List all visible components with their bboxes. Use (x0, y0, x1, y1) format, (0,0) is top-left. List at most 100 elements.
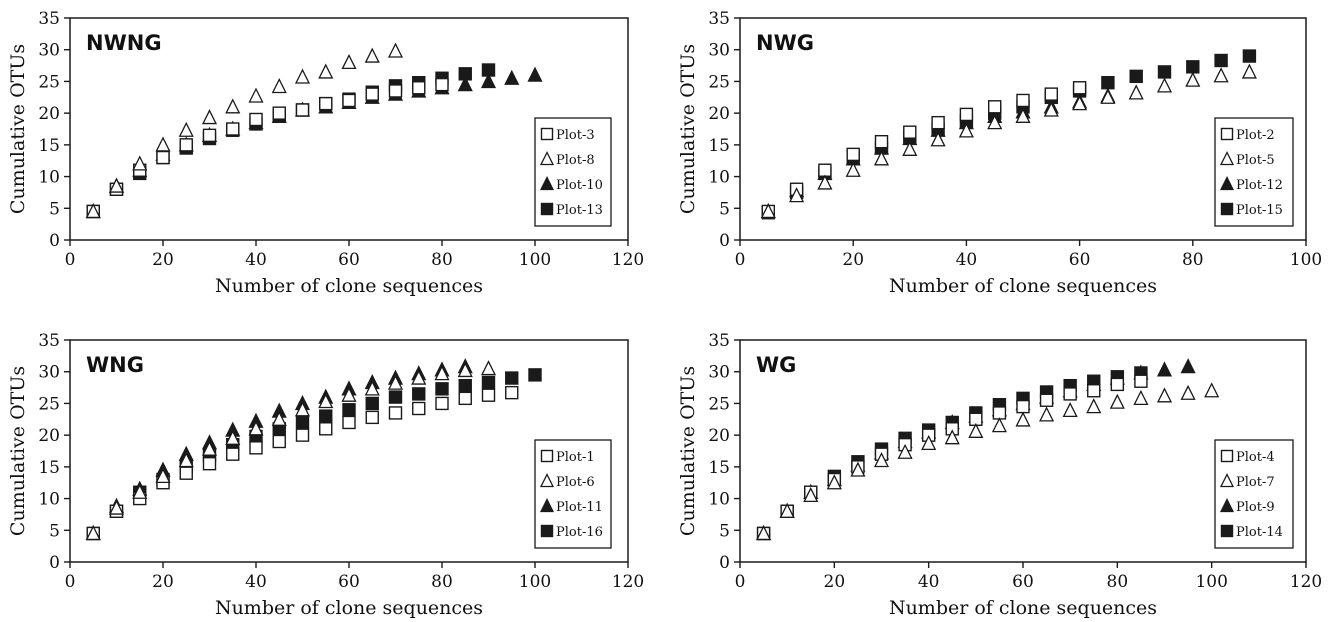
data-point (225, 98, 241, 114)
data-point (387, 374, 404, 390)
data-point (504, 69, 520, 85)
data-point (1016, 399, 1030, 414)
legend-marker (1219, 473, 1235, 488)
data-point (1128, 84, 1144, 100)
data-point (846, 147, 860, 162)
data-point (364, 380, 380, 396)
data-point (249, 441, 263, 455)
data-point (156, 150, 170, 165)
data-point (1043, 101, 1059, 117)
data-point (319, 96, 333, 111)
legend-marker (539, 176, 555, 191)
data-point (897, 443, 913, 459)
y-tick-label: 15 (708, 136, 730, 156)
data-point (1156, 77, 1173, 93)
data-point (457, 76, 473, 92)
legend: Plot-1 Plot-6 Plot-11 Plot-16 (534, 439, 612, 549)
data-point (412, 387, 426, 401)
y-axis-title: Cumulative OTUs (677, 366, 699, 536)
legend: Plot-2 Plot-5 Plot-12 Plot-15 (1214, 117, 1294, 227)
series-plot-12 (760, 87, 1116, 219)
data-point (341, 386, 357, 402)
data-point (178, 452, 194, 468)
data-point (226, 122, 240, 136)
data-point (435, 77, 449, 92)
data-point (1110, 377, 1125, 392)
x-axis-title: Number of clone sequences (889, 275, 1157, 297)
x-tick-label: 120 (1290, 572, 1322, 592)
y-tick-label: 35 (38, 9, 60, 29)
data-point (1086, 398, 1102, 414)
data-point (921, 434, 937, 451)
data-point (434, 365, 450, 381)
data-point (272, 106, 286, 120)
y-tick-label: 30 (38, 41, 60, 61)
data-point (248, 87, 264, 103)
data-point (179, 466, 193, 480)
x-tick-label: 0 (65, 572, 76, 592)
legend: Plot-3 Plot-8 Plot-10 Plot-13 (534, 117, 612, 227)
data-point (225, 429, 241, 445)
data-point (1156, 361, 1173, 377)
y-tick-label: 15 (708, 458, 730, 478)
x-tick-label: 100 (1195, 572, 1227, 592)
data-point (1015, 107, 1031, 123)
y-tick-label: 25 (708, 394, 730, 414)
data-point (527, 66, 543, 82)
y-tick-label: 15 (38, 458, 60, 478)
x-tick-label: 80 (1107, 572, 1129, 592)
data-point (1214, 53, 1228, 68)
data-point (988, 100, 1002, 114)
y-tick-label: 10 (708, 490, 730, 510)
data-point (342, 93, 356, 108)
legend-marker (539, 498, 555, 513)
x-tick-label: 20 (152, 250, 174, 270)
x-tick-label: 20 (842, 250, 864, 270)
data-point (1016, 93, 1030, 108)
panel-title: WNG (86, 353, 144, 377)
data-point (1062, 401, 1078, 418)
data-point (1063, 387, 1077, 401)
x-tick-label: 0 (735, 250, 746, 270)
data-point (826, 474, 842, 490)
series-plot-4 (756, 374, 1148, 541)
x-tick-label: 100 (1290, 250, 1322, 270)
x-axis-title: Number of clone sequences (215, 597, 483, 619)
y-tick-label: 10 (38, 490, 60, 510)
x-axis-title: Number of clone sequences (889, 597, 1157, 619)
legend-marker (1220, 202, 1234, 216)
y-tick-label: 30 (38, 363, 60, 383)
data-point (85, 525, 101, 541)
data-point (458, 391, 472, 406)
x-tick-label: 80 (431, 572, 453, 592)
data-point (202, 456, 217, 471)
y-tick-label: 10 (38, 168, 60, 188)
y-tick-label: 35 (708, 9, 730, 29)
data-point (845, 161, 861, 177)
y-tick-label: 15 (38, 136, 60, 156)
legend-label: Plot-14 (1236, 525, 1283, 540)
data-point (412, 81, 426, 95)
legend-marker (540, 202, 554, 216)
legend-marker (539, 473, 555, 488)
data-point (226, 447, 240, 461)
data-point (480, 72, 497, 89)
data-point (179, 138, 193, 152)
x-tick-label: 0 (735, 572, 746, 592)
y-tick-label: 25 (38, 72, 60, 92)
x-tick-label: 40 (918, 572, 940, 592)
data-point (1157, 65, 1172, 79)
data-point (342, 415, 356, 430)
data-point (789, 187, 805, 203)
y-tick-label: 0 (49, 553, 60, 573)
data-point (756, 525, 772, 541)
data-point (1109, 393, 1125, 409)
panel-title: NWG (756, 31, 814, 55)
data-point (873, 452, 890, 468)
data-point (931, 115, 945, 130)
series-plot-8 (85, 42, 404, 219)
data-point (481, 388, 496, 402)
legend-label: Plot-8 (556, 153, 595, 168)
data-point (295, 428, 310, 442)
legend-marker (1219, 151, 1235, 166)
